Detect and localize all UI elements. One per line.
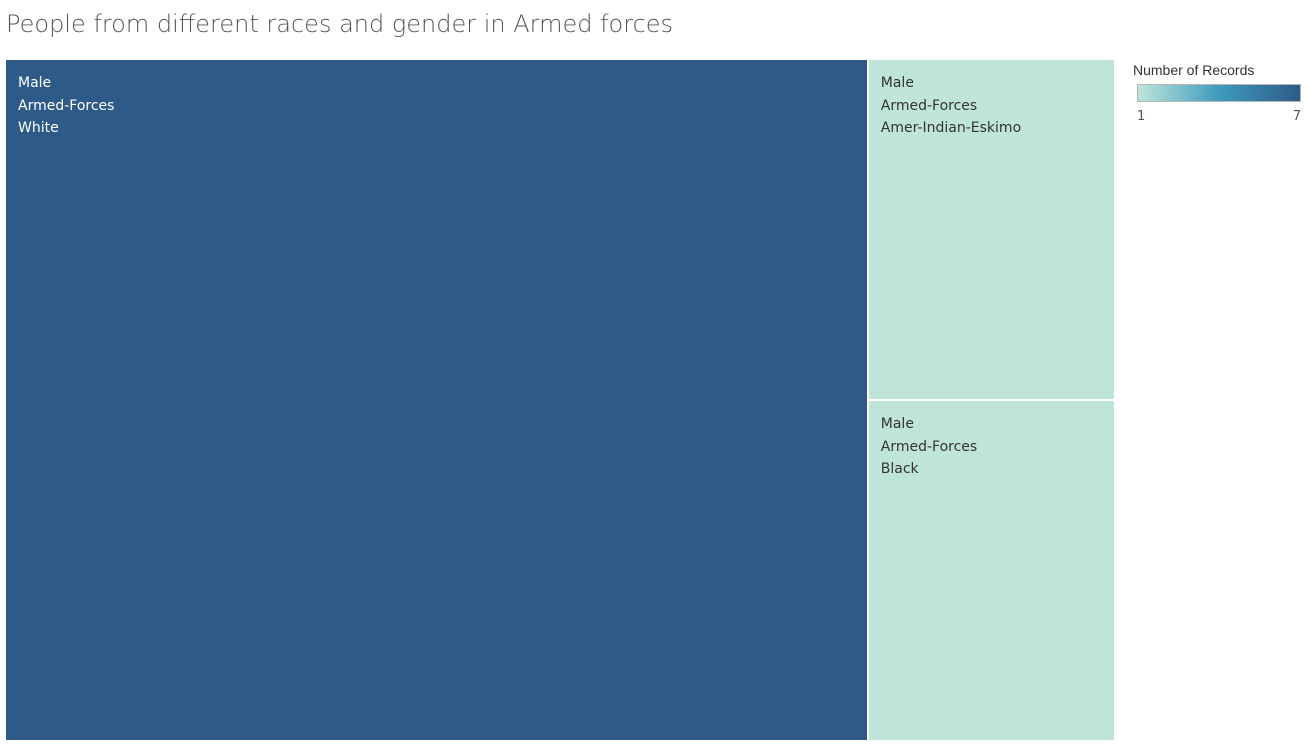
treemap-tile-white[interactable]: Male Armed-Forces White <box>6 60 867 740</box>
legend-min-label: 1 <box>1137 109 1146 124</box>
chart-title: People from different races and gender i… <box>6 10 674 38</box>
tile-label-gender: Male <box>880 416 914 432</box>
tile-label-gender: Male <box>880 75 914 91</box>
tile-label-race: Black <box>880 461 919 477</box>
tile-label-occupation: Armed-Forces <box>18 97 115 114</box>
legend-max-label: 7 <box>1292 109 1301 124</box>
legend-title: Number of Records <box>1133 62 1255 78</box>
tile-label-race: White <box>18 120 59 136</box>
tile-label: Male Armed-Forces Black <box>881 413 977 481</box>
tile-label-occupation: Armed-Forces <box>880 97 978 114</box>
color-legend: Number of Records 1 7 <box>1133 62 1303 132</box>
treemap-tile-amer-indian-eskimo[interactable]: Male Armed-Forces Amer-Indian-Eskimo <box>868 60 1114 399</box>
tile-label-gender: Male <box>18 75 52 91</box>
tile-label: Male Armed-Forces White <box>18 72 114 140</box>
tile-label-occupation: Armed-Forces <box>880 438 978 455</box>
tile-label: Male Armed-Forces Amer-Indian-Eskimo <box>881 72 1021 140</box>
treemap: Male Armed-Forces White Male Armed-Forces Ame… <box>6 60 1114 740</box>
treemap-tile-black[interactable]: Male Armed-Forces Black <box>868 401 1114 740</box>
legend-color-ramp <box>1137 84 1301 102</box>
tile-label-race: Amer-Indian-Eskimo <box>880 120 1022 136</box>
